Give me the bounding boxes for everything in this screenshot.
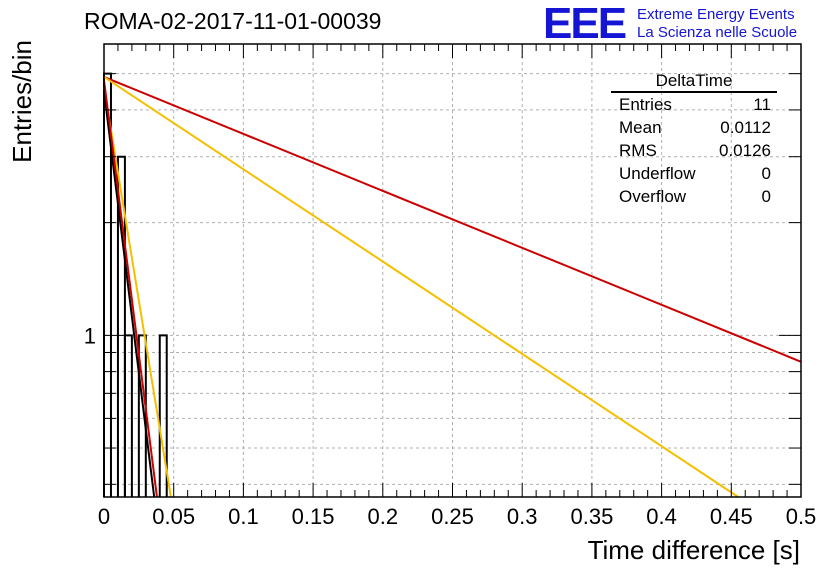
chart-title: ROMA-02-2017-11-01-00039	[84, 8, 382, 34]
y-axis-label: Entries/bin	[7, 40, 37, 163]
stats-value: 0	[761, 164, 771, 183]
stats-label: RMS	[619, 141, 657, 160]
fit-curve	[103, 76, 802, 363]
x-tick-label: 0.15	[292, 504, 335, 529]
y-tick-label: 1	[84, 323, 96, 348]
stats-value: 0.0126	[719, 141, 771, 160]
x-tick-label: 0.35	[570, 504, 613, 529]
x-tick-label: 0.4	[646, 504, 677, 529]
stats-row-overflow: Overflow 0	[611, 185, 777, 208]
stats-value: 11	[753, 95, 771, 114]
x-axis-label: Time difference [s]	[588, 535, 800, 565]
y-tick-labels: 1	[84, 323, 96, 348]
stats-label: Entries	[619, 95, 672, 114]
histogram-bar	[158, 334, 168, 497]
histogram-bar	[116, 155, 126, 497]
eee-logo: EEE Extreme Energy Events La Scienza nel…	[543, 0, 797, 48]
fit-curve	[103, 90, 156, 498]
stats-row-entries: Entries 11	[611, 93, 777, 116]
x-tick-label: 0	[98, 504, 110, 529]
x-tick-label: 0.2	[368, 504, 399, 529]
fit-curve	[103, 87, 172, 498]
x-tick-label: 0.25	[431, 504, 474, 529]
x-tick-label: 0.05	[152, 504, 195, 529]
fit-curve	[103, 80, 158, 498]
logo-text: Extreme Energy Events La Scienza nelle S…	[637, 6, 797, 42]
x-tick-labels: 0 0.05 0.1 0.15 0.2 0.25 0.3 0.35 0.4 0.45 0.5	[98, 504, 816, 529]
x-tick-label: 0.1	[228, 504, 259, 529]
stats-value: 0	[761, 187, 771, 206]
stats-row-underflow: Underflow 0	[611, 162, 777, 185]
fit-curve	[103, 76, 739, 498]
stats-box-title: DeltaTime	[611, 70, 777, 93]
grid-lines	[104, 44, 801, 497]
stats-label: Mean	[619, 118, 662, 137]
stats-value: 0.0112	[720, 118, 771, 137]
fit-curves	[103, 76, 802, 498]
axis-ticks	[103, 44, 802, 497]
logo-mark: EEE	[543, 0, 627, 48]
stats-label: Underflow	[619, 164, 696, 183]
x-tick-label: 0.3	[507, 504, 538, 529]
logo-line-1: Extreme Energy Events	[637, 6, 795, 23]
stats-label: Overflow	[619, 187, 687, 206]
x-tick-label: 0.5	[786, 504, 817, 529]
stats-box: DeltaTime Entries 11 Mean 0.0112 RMS 0.0…	[611, 70, 777, 208]
stats-row-rms: RMS 0.0126	[611, 139, 777, 162]
histogram-bar	[123, 334, 133, 497]
x-tick-label: 0.45	[710, 504, 753, 529]
stats-row-mean: Mean 0.0112	[611, 116, 777, 139]
logo-line-2: La Scienza nelle Scuole	[637, 24, 798, 41]
